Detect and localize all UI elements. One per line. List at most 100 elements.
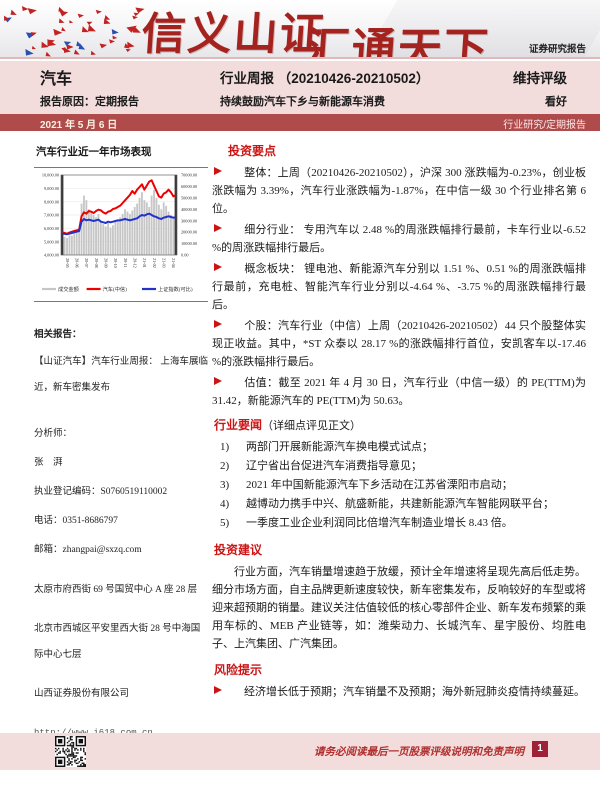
svg-text:70000.00: 70000.00: [181, 173, 197, 178]
related-reports-header: 相关报告：: [34, 330, 82, 340]
brand-logo-text-right: 汇通天下: [303, 25, 492, 59]
bullet-arrow-icon: [214, 263, 222, 271]
svg-text:20-11: 20-11: [123, 258, 128, 268]
news-number: 4): [220, 498, 230, 510]
svg-text:20-12: 20-12: [133, 258, 138, 268]
report-header: 信义山证 汇通天下 证券研究报告: [0, 0, 600, 59]
svg-text:20-05: 20-05: [65, 258, 70, 268]
news-number: 2): [220, 460, 230, 472]
bullet-overall: 整体：上周（20210426-20210502），沪深 300 涨跌幅为-0.2…: [212, 164, 586, 218]
news-header-note: （详细点评见正文）: [262, 420, 362, 432]
section-header-industry-news: 行业要闻（详细点评见正文）: [214, 416, 586, 433]
bullet-stocks: 个股：汽车行业（中信）上周（20210426-20210502）44 只个股整体…: [212, 317, 586, 371]
bullet-text: 个股：汽车行业（中信）上周（20210426-20210502）44 只个股整体…: [212, 320, 586, 368]
svg-text:10000.00: 10000.00: [181, 241, 197, 246]
report-title: 行业周报 （20210426-20210502）: [220, 71, 430, 86]
svg-text:20-06: 20-06: [75, 258, 80, 268]
news-text: 一季度工业企业利润同比倍增汽车制造业增长 8.43 倍。: [246, 517, 513, 529]
bullet-subsectors: 细分行业： 专用汽车以 2.48 %的周涨跌幅排行最前，卡车行业以-6.52 %…: [212, 221, 586, 257]
divider: [34, 167, 208, 168]
market-performance-chart: 4,000.00 5,000.00 6,000.00 7,000.00 8,000.00…: [42, 173, 197, 293]
svg-text:上证指数(可比): 上证指数(可比): [158, 285, 193, 293]
svg-text:0.00: 0.00: [181, 253, 189, 258]
rating-action: 维持评级: [513, 71, 567, 86]
title-band: 汽车 报告原因：定期报告 行业周报 （20210426-20210502） 持续…: [0, 61, 600, 114]
svg-text:6,000.00: 6,000.00: [44, 226, 59, 232]
news-number: 5): [220, 517, 230, 529]
industry-name: 汽车: [40, 71, 73, 88]
bullet-text: 整体：上周（20210426-20210502），沪深 300 涨跌幅为-0.2…: [212, 167, 586, 215]
report-tag: 证券研究报告: [528, 44, 586, 55]
svg-text:汽车(中信): 汽车(中信): [103, 285, 127, 293]
svg-text:20-07: 20-07: [84, 258, 89, 268]
risk-bullet: 经济增长低于预期；汽车销量不及预期；海外新冠肺炎疫情持续蔓延。: [212, 683, 586, 701]
main-content: 投资要点 整体：上周（20210426-20210502），沪深 300 涨跌幅…: [212, 136, 586, 704]
advice-paragraph: 行业方面，汽车销量增速趋于放缓，预计全年增速将呈现先高后低走势。细分市场方面，自…: [212, 566, 586, 650]
svg-text:20-09: 20-09: [104, 258, 109, 268]
news-item: 2) 辽宁省出台促进汽车消费指导意见；: [220, 457, 586, 476]
section-header-advice: 投资建议: [214, 543, 263, 557]
bullet-arrow-icon: [214, 224, 222, 232]
svg-text:30000.00: 30000.00: [181, 218, 197, 223]
brand-logo-text-left: 信义山证: [139, 10, 328, 59]
related-report-item: 【山证汽车】汽车行业周报： 上海车展临近，新车密集发布: [34, 357, 208, 393]
svg-text:9,000.00: 9,000.00: [44, 186, 59, 192]
svg-text:成交金额: 成交金额: [58, 285, 80, 293]
news-text: 2021 年中国新能源汽车下乡活动在江苏省溧阳市启动；: [246, 479, 513, 491]
svg-text:20-10: 20-10: [113, 258, 118, 268]
news-item: 3) 2021 年中国新能源汽车下乡活动在江苏省溧阳市启动；: [220, 476, 586, 495]
footer-disclaimer: 请务必阅读最后一页股票评级说明和免责声明: [314, 747, 524, 758]
analyst-header: 分析师：: [34, 429, 73, 439]
svg-text:21-03: 21-03: [162, 258, 167, 268]
bullet-concepts: 概念板块： 锂电池、新能源汽车分别以 1.51 %、0.51 %的周涨跌幅排行最…: [212, 260, 586, 314]
report-subtitle: 持续鼓励汽车下乡与新能源车消费: [220, 96, 385, 108]
flock-logo-icon: [4, 6, 145, 57]
report-date: 2021 年 5 月 6 日: [40, 120, 118, 131]
news-item: 5) 一季度工业企业利润同比倍增汽车制造业增长 8.43 倍。: [220, 514, 586, 533]
company-address-block: 太原市府西街 69 号国贸中心 A 座 28 层 北京市西城区平安里西大街 28…: [34, 577, 208, 746]
report-reason: 报告原因：定期报告: [40, 96, 139, 108]
svg-text:5,000.00: 5,000.00: [44, 239, 59, 245]
section-header-risk: 风险提示: [214, 663, 263, 677]
svg-text:21-01: 21-01: [142, 258, 147, 268]
rating-value: 看好: [545, 96, 567, 108]
analyst-phone: 电话：0351-8686797: [34, 516, 118, 526]
chart-title: 汽车行业近一年市场表现: [36, 146, 152, 158]
sidebar: 汽车行业近一年市场表现 4,000.00 5,000.00 6,000.00 7,00…: [34, 140, 208, 746]
news-header-text: 行业要闻: [214, 418, 263, 432]
svg-text:4,000.00: 4,000.00: [44, 253, 59, 259]
svg-text:20-08: 20-08: [94, 258, 99, 268]
bullet-text: 估值：截至 2021 年 4 月 30 日，汽车行业（中信一级）的 PE(TTM…: [212, 377, 586, 407]
qr-code-icon: [55, 736, 86, 767]
news-text: 两部门开展新能源汽车换电模式试点；: [246, 441, 433, 453]
section-header-invest-points: 投资要点: [228, 144, 277, 158]
bullet-arrow-icon: [214, 320, 222, 328]
footer: 请务必阅读最后一页股票评级说明和免责声明 1: [0, 733, 600, 770]
analyst-license: 执业登记编码：S0760519110002: [34, 487, 168, 497]
news-number: 3): [220, 479, 230, 491]
report-category: 行业研究/定期报告: [503, 120, 586, 131]
bullet-arrow-icon: [214, 377, 222, 385]
bullet-text: 细分行业： 专用汽车以 2.48 %的周涨跌幅排行最前，卡车行业以-6.52 %…: [212, 224, 586, 254]
date-bar: 2021 年 5 月 6 日 行业研究/定期报告: [0, 114, 600, 131]
svg-text:10,000.00: 10,000.00: [42, 173, 59, 179]
svg-text:7,000.00: 7,000.00: [44, 213, 59, 219]
bullet-arrow-icon: [214, 167, 222, 175]
analyst-email: 邮箱：zhangpai@sxzq.com: [34, 545, 142, 555]
bullet-text: 概念板块： 锂电池、新能源汽车分别以 1.51 %、0.51 %的周涨跌幅排行最…: [212, 263, 586, 311]
bullet-valuation: 估值：截至 2021 年 4 月 30 日，汽车行业（中信一级）的 PE(TTM…: [212, 374, 586, 410]
svg-text:21-02: 21-02: [152, 258, 157, 268]
svg-text:21-04: 21-04: [171, 258, 176, 269]
news-number: 1): [220, 441, 230, 453]
svg-text:20000.00: 20000.00: [181, 230, 197, 235]
company-name: 山西证券股份有限公司: [34, 689, 130, 699]
analyst-name: 张 湃: [34, 458, 63, 468]
address-taiyuan: 太原市府西街 69 号国贸中心 A 座 28 层: [34, 585, 198, 595]
svg-text:8,000.00: 8,000.00: [44, 199, 59, 205]
news-item: 4) 越博动力携手中兴、航盛新能，共建新能源汽车智能网联平台；: [220, 495, 586, 514]
news-text: 辽宁省出台促进汽车消费指导意见；: [246, 460, 422, 472]
svg-text:60000.00: 60000.00: [181, 184, 197, 189]
bullet-arrow-icon: [214, 686, 222, 694]
svg-text:40000.00: 40000.00: [181, 207, 197, 212]
svg-text:50000.00: 50000.00: [181, 195, 197, 200]
